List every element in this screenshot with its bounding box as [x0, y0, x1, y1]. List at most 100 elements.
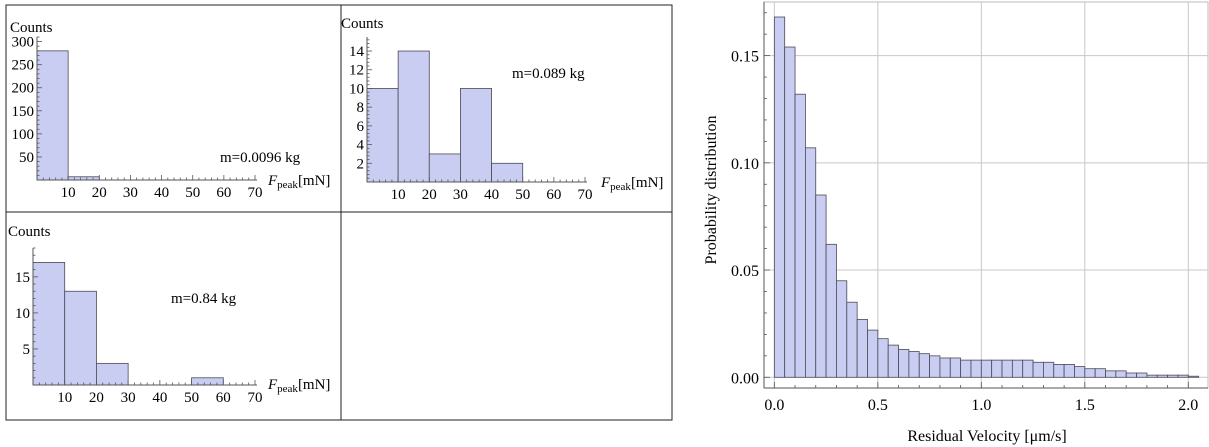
histogram-panel-bottom-left: Counts m=0.84 kg 10 20 30 40 50 60 70 5 10 15 Fpe…	[8, 224, 330, 406]
y-tick-label: 10	[15, 306, 30, 322]
y-tick-label: 300	[12, 35, 35, 51]
axes: 10 20 30 40 50 60 70 2 4 6 8 10 12 14	[349, 37, 593, 203]
x-tick-label: 70	[578, 187, 593, 203]
histogram-bar	[1094, 368, 1106, 378]
y-tick-label: 10	[349, 81, 364, 97]
y-tick-label: 4	[357, 138, 365, 154]
histogram-bar	[949, 357, 962, 378]
histogram-bar	[918, 353, 930, 378]
histogram-panel-top-right: Counts m=0.089 kg 10 20 30 40 50 60 70 2 4 6 8 10 12…	[341, 16, 663, 203]
y-axis-label: Probability distribution	[703, 116, 720, 265]
x-axis-label-main: F	[267, 377, 278, 393]
histogram-bar	[825, 243, 837, 378]
histogram-bar	[898, 348, 910, 378]
histogram-bars	[366, 50, 524, 183]
y-tick-label: 100	[12, 127, 35, 143]
x-tick-label: 2.0	[1178, 397, 1198, 414]
histogram-bar	[804, 147, 817, 378]
x-tick-label: 20	[422, 187, 437, 203]
histogram-bar	[1156, 374, 1169, 378]
histogram-bar	[815, 194, 827, 378]
histogram-bar	[491, 162, 524, 183]
x-tick-label: 20	[89, 390, 104, 406]
x-tick-label: 30	[121, 390, 136, 406]
x-tick-label: 40	[154, 185, 169, 201]
histogram-bars	[32, 262, 224, 386]
axes: 0.0 0.5 1.0 1.5 2.0 0.00 0.05 0.10 0.15	[731, 2, 1208, 414]
histogram-bar	[64, 290, 97, 386]
y-tick-label: 6	[357, 119, 365, 135]
histogram-bar	[991, 359, 1003, 378]
x-axis-label: Fpeak[mN]	[600, 175, 663, 193]
histogram-bar	[794, 93, 806, 378]
x-tick-label: 10	[57, 390, 72, 406]
histogram-bar	[939, 357, 951, 378]
mass-annotation: m=0.0096 kg	[220, 150, 301, 166]
histogram-bar	[1053, 364, 1065, 378]
y-tick-label: 15	[15, 270, 30, 286]
y-axis-label: Counts	[341, 16, 384, 32]
histogram-bar	[366, 88, 399, 183]
histogram-bar	[32, 262, 66, 386]
axes: 10 20 30 40 50 60 70 5 10 15	[15, 247, 263, 406]
x-axis-label-unit: [mN]	[631, 175, 664, 191]
x-tick-label: 70	[248, 185, 263, 201]
histogram-bar	[1115, 370, 1127, 378]
y-tick-label: 0.05	[731, 263, 759, 280]
y-tick-label: 0.10	[731, 156, 759, 173]
x-tick-label: 30	[453, 187, 468, 203]
axes: 10 20 30 40 50 60 70 50 100 150 200 250 300	[12, 35, 263, 201]
y-tick-label: 2	[357, 156, 365, 172]
y-tick-label: 5	[23, 342, 31, 358]
y-tick-label: 200	[12, 81, 35, 97]
y-axis-label: Counts	[8, 224, 51, 240]
histogram-bar	[96, 362, 129, 386]
x-axis-label-sub: peak	[610, 181, 631, 193]
x-tick-label: 40	[484, 187, 499, 203]
x-axis-label-main: F	[600, 175, 611, 191]
x-tick-label: 1.0	[971, 397, 991, 414]
histogram-bar	[846, 301, 858, 378]
probability-distribution-panel: 0.0 0.5 1.0 1.5 2.0 0.00 0.05 0.10 0.15 Residual…	[703, 1, 1209, 445]
histogram-bar	[867, 329, 879, 378]
histogram-bar	[1125, 372, 1137, 378]
histogram-bar	[836, 280, 848, 378]
histogram-bar	[1167, 374, 1179, 378]
x-axis-label-sub: peak	[277, 179, 298, 191]
x-axis-label: Fpeak[mN]	[267, 377, 330, 395]
x-tick-label: 50	[184, 390, 199, 406]
y-tick-label: 8	[357, 100, 365, 116]
y-axis-label: Counts	[10, 20, 53, 36]
x-tick-label: 0.0	[764, 397, 784, 414]
y-tick-label: 50	[19, 150, 34, 166]
histogram-bars	[773, 16, 1200, 378]
x-tick-label: 10	[61, 185, 76, 201]
histogram-bar	[1084, 368, 1096, 378]
x-axis-label-main: F	[267, 173, 278, 189]
histogram-bar	[1043, 361, 1055, 378]
histogram-bar	[1011, 359, 1024, 378]
x-tick-label: 40	[152, 390, 167, 406]
mass-annotation: m=0.84 kg	[171, 291, 237, 307]
histogram-bar	[856, 318, 868, 378]
histogram-bar	[1063, 364, 1075, 378]
x-tick-label: 70	[248, 390, 263, 406]
histogram-bar	[460, 88, 492, 183]
histogram-bar	[36, 50, 69, 181]
x-tick-label: 50	[185, 185, 200, 201]
histogram-bar	[1136, 372, 1148, 378]
y-tick-label: 14	[349, 44, 365, 60]
y-tick-label: 0.15	[731, 49, 759, 66]
histogram-bar	[1074, 366, 1086, 378]
histogram-bar	[191, 377, 224, 386]
x-tick-label: 60	[216, 390, 231, 406]
histogram-bar	[397, 50, 430, 183]
x-axis-label-unit: [mN]	[298, 173, 331, 189]
x-tick-label: 1.5	[1075, 397, 1095, 414]
x-tick-label: 60	[216, 185, 231, 201]
x-tick-label: 50	[515, 187, 530, 203]
histogram-bar	[908, 351, 920, 378]
histogram-bar	[1146, 374, 1158, 378]
histogram-bar	[960, 359, 972, 378]
histogram-bar	[1001, 359, 1013, 378]
